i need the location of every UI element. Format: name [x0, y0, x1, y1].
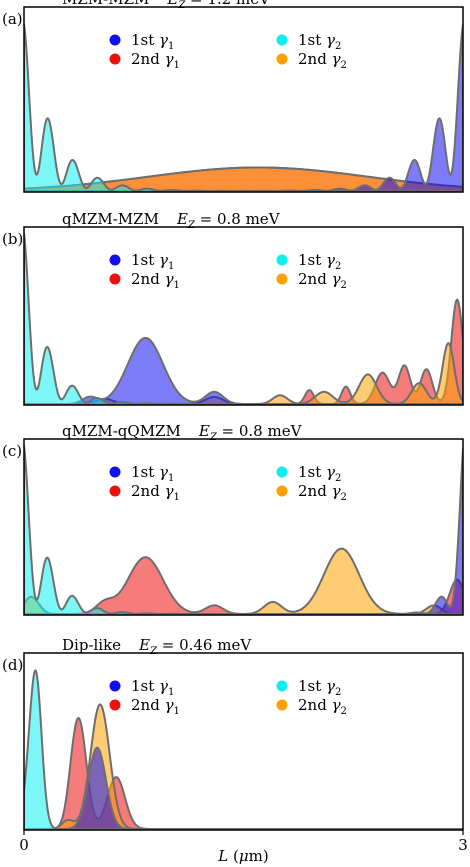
- legend-label: 1st γ1: [131, 677, 174, 698]
- legend-marker: [109, 53, 121, 65]
- panel-label: (a): [2, 10, 23, 28]
- legend-label: 2nd γ1: [131, 270, 180, 291]
- legend-marker: [276, 273, 288, 285]
- legend-label: 1st γ2: [298, 31, 341, 52]
- legend-label: 1st γ1: [131, 31, 174, 52]
- legend-marker: [276, 254, 288, 266]
- axes-frame: [23, 6, 464, 193]
- legend-marker: [276, 699, 288, 711]
- plot-area: [24, 444, 463, 615]
- series-1st-gamma2: [24, 669, 463, 830]
- legend-entry: 1st γ1: [109, 31, 174, 52]
- series-1st-gamma2: [24, 444, 463, 615]
- legend-marker: [276, 680, 288, 692]
- legend-marker: [276, 466, 288, 478]
- legend-label: 2nd γ2: [298, 50, 347, 71]
- plot-area: [24, 232, 463, 405]
- legend-marker: [109, 699, 121, 711]
- series-2nd-gamma1: [24, 556, 463, 615]
- legend-label: 2nd γ2: [298, 696, 347, 717]
- panel-label: (d): [2, 656, 23, 674]
- legend-label: 1st γ2: [298, 677, 341, 698]
- legend-entry: 1st γ2: [276, 31, 341, 52]
- x-tick-label: 3: [458, 836, 468, 854]
- axes-frame: [23, 438, 464, 616]
- legend-marker: [109, 466, 121, 478]
- plot-area: [24, 669, 463, 830]
- legend-label: 1st γ1: [131, 463, 174, 484]
- legend-marker: [276, 53, 288, 65]
- legend-entry: 2nd γ1: [109, 482, 180, 503]
- axes-frame: [23, 226, 464, 406]
- legend-marker: [109, 254, 121, 266]
- x-tick-label: 0: [19, 836, 29, 854]
- legend-entry: 2nd γ2: [276, 482, 347, 503]
- legend-label: 1st γ2: [298, 463, 341, 484]
- legend-entry: 2nd γ1: [109, 270, 180, 291]
- plot-area: [24, 23, 463, 192]
- legend-entry: 1st γ2: [276, 251, 341, 272]
- panel-label: (c): [2, 442, 22, 460]
- series-2nd-gamma2: [24, 547, 463, 615]
- legend-entry: 1st γ2: [276, 677, 341, 698]
- legend-marker: [109, 485, 121, 497]
- panel-title: qMZM-MZM EZ = 0.8 meV: [62, 210, 281, 231]
- legend-label: 2nd γ1: [131, 482, 180, 503]
- panel-label: (b): [2, 230, 23, 248]
- series-1st-gamma1: [24, 447, 463, 615]
- series-1st-gamma2: [24, 232, 463, 405]
- legend-label: 1st γ2: [298, 251, 341, 272]
- axes-frame: [23, 652, 464, 831]
- legend-marker: [109, 273, 121, 285]
- legend-entry: 2nd γ2: [276, 270, 347, 291]
- legend-entry: 1st γ2: [276, 463, 341, 484]
- legend-label: 2nd γ1: [131, 50, 180, 71]
- legend-label: 2nd γ1: [131, 696, 180, 717]
- panel-title: Dip-like EZ = 0.46 meV: [62, 636, 252, 657]
- legend-entry: 2nd γ1: [109, 50, 180, 71]
- legend-marker: [109, 34, 121, 46]
- legend-entry: 1st γ1: [109, 251, 174, 272]
- legend-entry: 2nd γ2: [276, 50, 347, 71]
- legend-marker: [109, 680, 121, 692]
- legend-entry: 1st γ1: [109, 677, 174, 698]
- panel-title: qMZM-qQMZM EZ = 0.8 meV: [62, 422, 303, 443]
- legend-entry: 2nd γ1: [109, 696, 180, 717]
- series-2nd-gamma1: [24, 298, 463, 405]
- legend-label: 2nd γ2: [298, 482, 347, 503]
- legend-label: 2nd γ2: [298, 270, 347, 291]
- legend-marker: [276, 485, 288, 497]
- series-1st-gamma2: [24, 23, 463, 192]
- x-axis-label: L (μm): [217, 847, 268, 865]
- legend-entry: 1st γ1: [109, 463, 174, 484]
- legend-marker: [276, 34, 288, 46]
- legend-label: 1st γ1: [131, 251, 174, 272]
- legend-entry: 2nd γ2: [276, 696, 347, 717]
